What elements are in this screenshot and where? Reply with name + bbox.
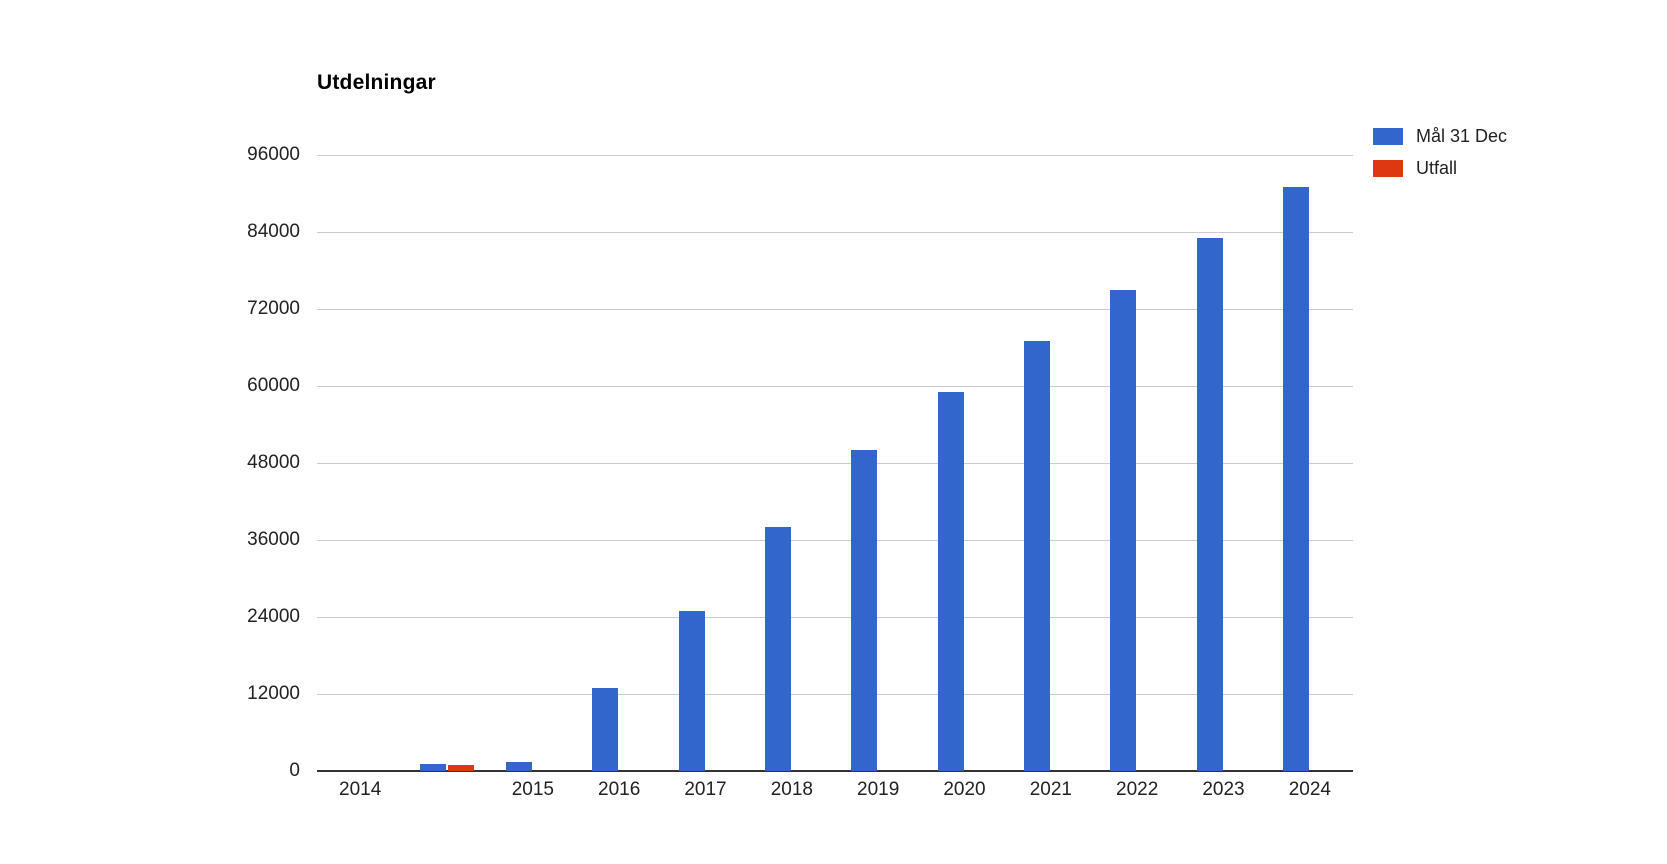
- x-axis-tick-label: 2024: [1288, 779, 1331, 800]
- legend-label: Mål 31 Dec: [1416, 126, 1508, 146]
- gridline: [317, 155, 1353, 156]
- x-axis-tick-label: 2022: [1116, 779, 1159, 800]
- x-axis-tick-label: 2017: [684, 779, 727, 800]
- bar-mal-31-dec[interactable]: [419, 763, 446, 771]
- bar-mal-31-dec[interactable]: [505, 762, 532, 771]
- legend-swatch: [1373, 128, 1403, 145]
- legend-item: Utfall: [1373, 158, 1507, 178]
- x-axis-tick-label: 2023: [1202, 779, 1245, 800]
- gridline: [317, 540, 1353, 541]
- y-axis-tick-label: 24000: [247, 606, 300, 627]
- y-axis-tick-label: 60000: [247, 375, 300, 396]
- x-axis-tick-label: 2016: [598, 779, 641, 800]
- x-axis-tick-label: 2018: [770, 779, 813, 800]
- y-axis-tick-label: 84000: [247, 221, 300, 242]
- bar-mal-31-dec[interactable]: [937, 392, 964, 771]
- bar-mal-31-dec[interactable]: [592, 687, 619, 771]
- legend: Mål 31 Dec Utfall: [1373, 126, 1508, 191]
- y-axis-tick-label: 48000: [247, 452, 300, 473]
- y-axis-tick-label: 12000: [247, 683, 300, 704]
- bar-mal-31-dec[interactable]: [764, 527, 791, 771]
- bar-mal-31-dec[interactable]: [1023, 341, 1050, 771]
- y-axis-tick-label: 72000: [247, 298, 300, 319]
- legend-item: Mål 31 Dec: [1373, 126, 1508, 146]
- x-axis-tick-label: 2019: [857, 779, 900, 800]
- y-axis-tick-label: 36000: [247, 529, 300, 550]
- y-axis-tick-label: 96000: [247, 144, 300, 165]
- x-axis-tick-label: 2015: [511, 779, 554, 800]
- x-axis-line: [317, 770, 1353, 772]
- x-axis-tick-label: 2021: [1029, 779, 1072, 800]
- gridline: [317, 463, 1353, 464]
- legend-swatch: [1373, 160, 1403, 177]
- chart-title: Utdelningar: [317, 71, 436, 94]
- bar-mal-31-dec[interactable]: [1110, 289, 1137, 771]
- gridline: [317, 617, 1353, 618]
- gridline: [317, 232, 1353, 233]
- x-axis-tick-label: 2014: [339, 779, 382, 800]
- bar-mal-31-dec[interactable]: [1196, 238, 1223, 771]
- gridline: [317, 309, 1353, 310]
- bar-mal-31-dec[interactable]: [1282, 187, 1309, 771]
- gridline: [317, 694, 1353, 695]
- x-axis-tick-label: 2020: [943, 779, 986, 800]
- bar-mal-31-dec[interactable]: [678, 610, 705, 771]
- y-axis-tick-label: 0: [289, 760, 300, 781]
- bar-mal-31-dec[interactable]: [851, 450, 878, 771]
- legend-label: Utfall: [1416, 158, 1458, 178]
- bar-utfall[interactable]: [447, 765, 474, 771]
- gridline: [317, 386, 1353, 387]
